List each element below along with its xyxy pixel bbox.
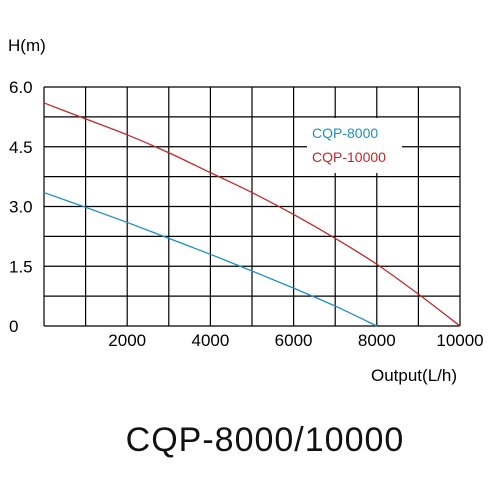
series-line-cqp-10000 — [43, 102, 461, 327]
x-tick-label: 8000 — [358, 331, 396, 350]
y-tick-label: 6.0 — [9, 78, 33, 97]
legend-entry: CQP-10000 — [312, 149, 386, 165]
series-line-cqp-8000 — [43, 191, 378, 327]
y-axis-title: H(m) — [8, 36, 46, 55]
x-tick-label: 4000 — [191, 331, 229, 350]
chart-series — [43, 102, 461, 327]
x-tick-label: 2000 — [108, 331, 146, 350]
legend-box — [307, 118, 402, 173]
chart-legend: CQP-8000 CQP-10000 — [307, 118, 402, 173]
y-tick-label: 1.5 — [9, 257, 33, 276]
y-tick-label: 3.0 — [9, 198, 33, 217]
x-tick-label: 6000 — [275, 331, 313, 350]
chart-ticks: 0 1.5 3.0 4.5 6.0 2000 4000 6000 8000 10000 — [9, 78, 484, 350]
product-caption: CQP-8000/10000 — [125, 421, 405, 459]
y-tick-label: 0 — [9, 317, 18, 336]
x-axis-title: Output(L/h) — [371, 366, 457, 385]
legend-entry: CQP-8000 — [312, 125, 378, 141]
y-tick-label: 4.5 — [9, 138, 33, 157]
x-tick-label: 10000 — [436, 331, 483, 350]
